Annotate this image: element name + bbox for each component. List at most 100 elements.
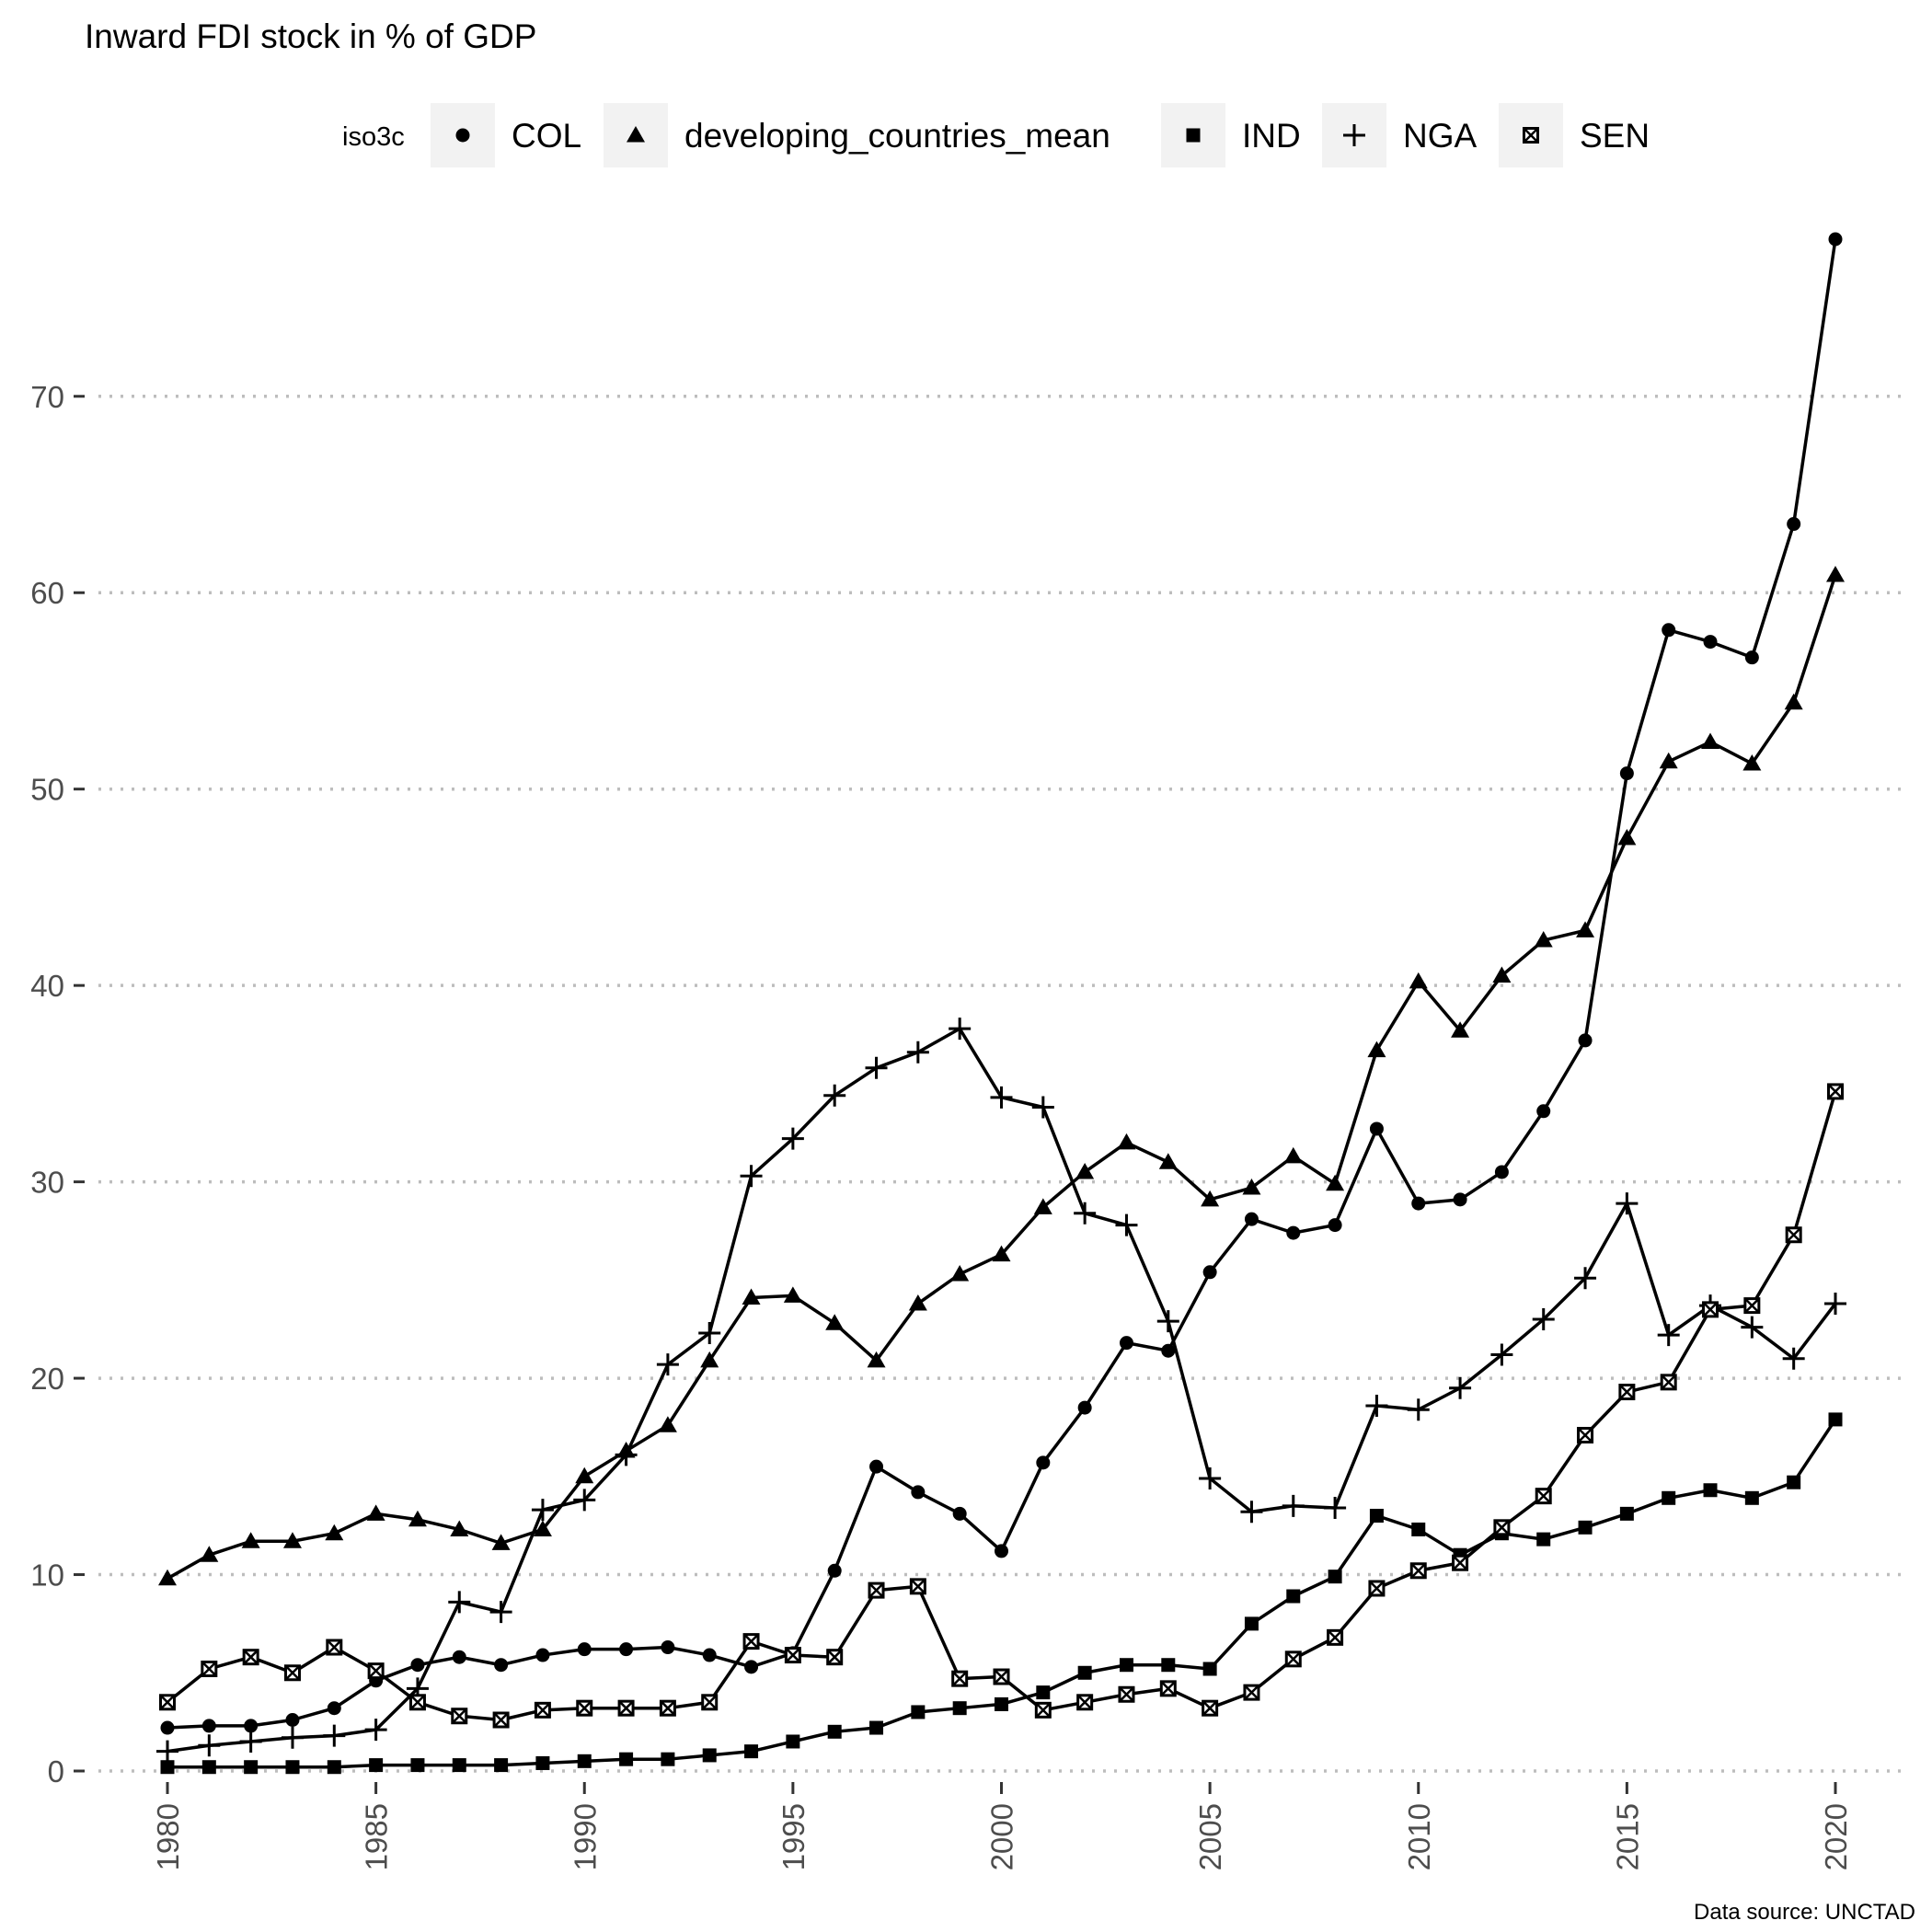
legend-label: SEN: [1580, 117, 1650, 155]
point-developing_countries_mean: [366, 1504, 385, 1521]
series-developing_countries_mean: [158, 566, 1845, 1586]
point-developing_countries_mean: [1409, 972, 1428, 989]
y-tick-label: 60: [30, 576, 64, 610]
point-IND: [244, 1760, 259, 1775]
chart-title: Inward FDI stock in % of GDP: [85, 17, 536, 55]
point-IND: [744, 1744, 759, 1759]
point-NGA: [1449, 1376, 1472, 1399]
point-COL: [1161, 1343, 1176, 1358]
legend-item-IND: IND: [1161, 103, 1301, 167]
point-COL: [1828, 232, 1843, 247]
point-IND: [1328, 1570, 1342, 1584]
gridlines: [98, 395, 1906, 1773]
point-SEN: [1118, 1685, 1135, 1703]
point-IND: [1411, 1522, 1426, 1536]
point-IND: [1536, 1532, 1551, 1547]
point-IND: [327, 1760, 341, 1775]
point-COL: [702, 1648, 717, 1662]
point-SEN: [826, 1649, 844, 1666]
point-COL: [995, 1544, 1008, 1558]
point-SEN: [326, 1639, 343, 1656]
x-tick-label: 2005: [1193, 1803, 1227, 1870]
point-SEN: [868, 1581, 885, 1599]
x-tick-label: 1995: [776, 1803, 811, 1870]
point-SEN: [1243, 1684, 1260, 1701]
x-tick-label: 1980: [151, 1803, 185, 1870]
point-COL: [494, 1658, 509, 1673]
point-SEN: [701, 1694, 719, 1711]
point-IND: [452, 1758, 466, 1773]
point-IND: [160, 1760, 175, 1775]
x-tick-label: 1985: [360, 1803, 394, 1870]
point-COL: [201, 1719, 216, 1733]
point-SEN: [159, 1694, 176, 1711]
point-COL: [1619, 766, 1634, 781]
point-IND: [1244, 1616, 1259, 1631]
point-IND: [1619, 1506, 1634, 1521]
point-COL: [1494, 1165, 1509, 1179]
y-tick-label: 50: [30, 773, 64, 807]
point-developing_countries_mean: [1075, 1162, 1095, 1179]
point-COL: [1453, 1192, 1467, 1207]
point-NGA: [1365, 1394, 1388, 1417]
point-NGA: [1115, 1213, 1138, 1236]
point-NGA: [1657, 1324, 1680, 1347]
point-SEN: [1577, 1426, 1594, 1443]
point-NGA: [1490, 1343, 1513, 1366]
legend-label: IND: [1242, 117, 1301, 155]
point-NGA: [198, 1734, 221, 1757]
point-IND: [535, 1755, 550, 1770]
point-NGA: [573, 1489, 596, 1512]
legend-key-marker: [1186, 128, 1201, 143]
point-NGA: [1407, 1398, 1430, 1421]
point-developing_countries_mean: [200, 1546, 219, 1562]
point-developing_countries_mean: [282, 1532, 302, 1548]
y-tick-label: 10: [30, 1558, 64, 1593]
series-SEN: [159, 1083, 1844, 1729]
series-line-NGA: [167, 1027, 1837, 1754]
point-IND: [1703, 1483, 1718, 1498]
x-tick-label: 2000: [985, 1803, 1019, 1870]
point-COL: [285, 1713, 300, 1727]
point-NGA: [531, 1499, 554, 1522]
point-IND: [1286, 1589, 1301, 1604]
point-COL: [1202, 1265, 1217, 1280]
series-line-SEN: [166, 1090, 1837, 1722]
point-IND: [869, 1720, 884, 1735]
point-SEN: [1535, 1488, 1552, 1505]
point-NGA: [990, 1086, 1013, 1109]
point-NGA: [615, 1443, 638, 1466]
point-COL: [452, 1650, 466, 1664]
point-COL: [1244, 1212, 1259, 1226]
point-COL: [1578, 1033, 1593, 1048]
point-IND: [1161, 1658, 1176, 1673]
point-developing_countries_mean: [450, 1520, 469, 1536]
point-NGA: [1074, 1202, 1097, 1225]
point-IND: [1119, 1658, 1133, 1673]
legend-item-NGA: NGA: [1322, 103, 1478, 167]
point-IND: [1036, 1685, 1051, 1700]
legend-key-marker: [627, 126, 645, 143]
point-IND: [1202, 1662, 1217, 1676]
point-developing_countries_mean: [1784, 693, 1803, 710]
legend-key-marker: [1343, 124, 1365, 146]
point-developing_countries_mean: [700, 1351, 719, 1368]
point-NGA: [949, 1018, 972, 1041]
point-IND: [577, 1754, 592, 1768]
point-SEN: [1159, 1680, 1177, 1697]
point-SEN: [1409, 1562, 1427, 1580]
point-SEN: [1327, 1628, 1344, 1646]
point-developing_countries_mean: [408, 1510, 427, 1527]
point-COL: [1077, 1400, 1092, 1415]
legend-title: iso3c: [342, 122, 405, 152]
legend: iso3c COL developing_countries_mean IND NGA…: [342, 103, 1650, 167]
point-SEN: [283, 1664, 301, 1682]
point-SEN: [742, 1633, 760, 1650]
point-developing_countries_mean: [1659, 752, 1678, 769]
point-developing_countries_mean: [742, 1288, 761, 1305]
point-NGA: [364, 1719, 387, 1742]
point-SEN: [201, 1661, 218, 1677]
point-COL: [1286, 1225, 1301, 1240]
point-IND: [494, 1758, 509, 1773]
point-NGA: [781, 1127, 804, 1150]
